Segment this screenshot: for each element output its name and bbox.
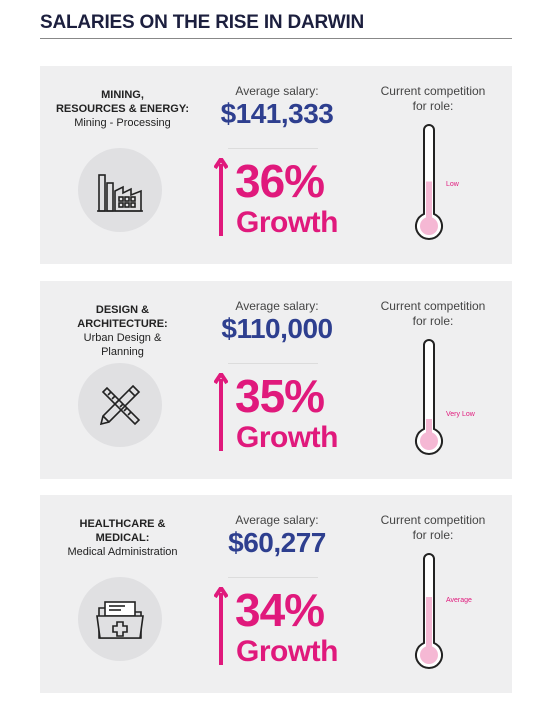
growth-percent: 36%: [235, 155, 325, 207]
thermometer-fill: [426, 419, 432, 437]
salary-card-healthcare: HEALTHCARE & MEDICAL: Medical Administra…: [40, 495, 512, 693]
thermometer-gauge: [415, 339, 443, 455]
competition-label-line: Current competition: [380, 513, 486, 527]
average-salary-label: Average salary:: [235, 513, 319, 527]
thermometer-bulb: [420, 646, 438, 664]
thermometer-fill: [426, 597, 432, 651]
thermometer-bulb: [420, 217, 438, 235]
sector-name-line: RESOURCES & ENERGY:: [55, 103, 190, 115]
competition-label-line: for role:: [412, 528, 454, 542]
growth-arrow-icon: [214, 373, 228, 451]
competition-level: Very Low: [446, 411, 475, 418]
salary-card-mining: MINING, RESOURCES & ENERGY: Mining - Pro…: [40, 66, 512, 264]
thermometer-gauge: [415, 124, 443, 240]
growth-label: Growth: [236, 635, 339, 668]
sector-name-line: MINING,: [101, 89, 144, 101]
growth-arrow-icon: [214, 587, 228, 665]
competition-level: Average: [446, 597, 472, 604]
sector-name-line: MEDICAL:: [95, 532, 150, 544]
salary-divider: [228, 148, 318, 149]
thermometer-gauge: [415, 553, 443, 669]
subsector-name-line: Urban Design &: [83, 332, 162, 344]
competition-label-line: Current competition: [380, 299, 486, 313]
sector-name-line: ARCHITECTURE:: [77, 318, 168, 330]
sector-label: DESIGN & ARCHITECTURE: Urban Design & Pl…: [40, 303, 205, 359]
sector-label: MINING, RESOURCES & ENERGY: Mining - Pro…: [40, 88, 205, 130]
average-salary-label: Average salary:: [235, 299, 319, 313]
competition-label: Current competition for role:: [368, 299, 498, 329]
pencil-ruler-icon: [78, 363, 162, 447]
competition-label-line: for role:: [412, 314, 454, 328]
sector-name-line: DESIGN &: [95, 304, 150, 316]
growth-percent: 35%: [235, 370, 325, 422]
thermometer-bulb: [420, 432, 438, 450]
sector-name-line: HEALTHCARE &: [79, 518, 166, 530]
competition-label: Current competition for role:: [368, 513, 498, 543]
growth-percent: 34%: [235, 584, 325, 636]
average-salary-label: Average salary:: [235, 84, 319, 98]
sector-label: HEALTHCARE & MEDICAL: Medical Administra…: [40, 517, 205, 559]
competition-label-line: for role:: [412, 99, 454, 113]
page-title: SALARIES ON THE RISE IN DARWIN: [40, 12, 365, 33]
competition-label-line: Current competition: [380, 84, 486, 98]
salary-divider: [228, 577, 318, 578]
subsector-name-line: Mining - Processing: [74, 117, 171, 129]
average-salary-value: $110,000: [221, 313, 333, 344]
growth-label: Growth: [236, 421, 339, 454]
subsector-name-line: Medical Administration: [67, 546, 178, 558]
competition-label: Current competition for role:: [368, 84, 498, 114]
subsector-name-line: Planning: [101, 346, 144, 358]
medical-folder-icon: [78, 577, 162, 661]
average-salary-value: $60,277: [228, 527, 326, 558]
title-divider: [40, 38, 512, 39]
average-salary-value: $141,333: [220, 98, 334, 129]
salary-card-design: DESIGN & ARCHITECTURE: Urban Design & Pl…: [40, 281, 512, 479]
salary-divider: [228, 363, 318, 364]
growth-arrow-icon: [214, 158, 228, 236]
factory-icon: [78, 148, 162, 232]
competition-level: Low: [446, 181, 459, 188]
growth-label: Growth: [236, 206, 339, 239]
thermometer-fill: [426, 181, 432, 222]
